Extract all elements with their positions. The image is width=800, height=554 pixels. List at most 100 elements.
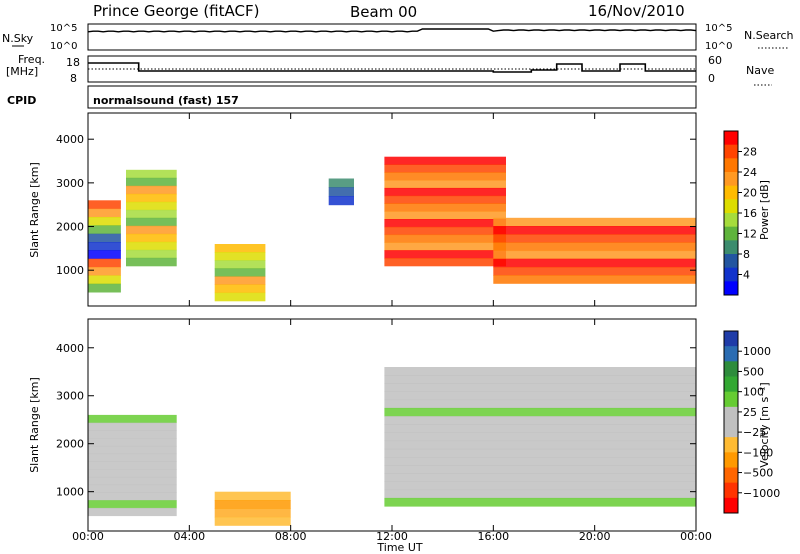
velocity-colorbar-cell	[724, 346, 738, 362]
power-echo-cell	[214, 252, 266, 261]
power-colorbar-cell	[724, 185, 738, 200]
freq-panel: Freq. [MHz] 18 8 60 0 Nave	[6, 53, 774, 86]
power-echo-cell	[126, 201, 177, 211]
velocity-colorbar-cell	[724, 331, 738, 347]
time-axis: 00:00 04:00 08:00 12:00 16:00 20:00 00:00	[72, 113, 712, 543]
power-echo-cell	[384, 226, 506, 236]
power-ytick-label: 2000	[56, 221, 84, 234]
x-tick-label: 00:00	[72, 530, 104, 543]
power-echo-cell	[384, 195, 506, 204]
power-ytick-label: 4000	[56, 133, 84, 146]
power-colorbar-cell	[724, 131, 738, 146]
velocity-echo-cell	[88, 414, 177, 424]
power-echo-cell	[214, 284, 266, 294]
velocity-echo-cell	[88, 422, 177, 431]
velocity-echo-cell	[384, 367, 696, 376]
power-echo-cell	[88, 208, 121, 218]
velocity-colorbar-tick-label: 500	[743, 365, 764, 378]
velocity-colorbar-cell	[724, 391, 738, 408]
freq-tick-top: 18	[66, 56, 80, 69]
power-colorbar: 28 24 20 16 12 8 4	[723, 130, 757, 296]
power-echo-cell	[88, 233, 121, 243]
station-title: Prince George (fitACF)	[93, 2, 259, 20]
velocity-colorbar-tick-label: 100	[743, 386, 764, 399]
power-colorbar-cell	[724, 144, 738, 159]
velocity-panel: 1000 2000 3000 4000 Slant Range [km]	[28, 318, 697, 532]
freq-unit: [MHz]	[6, 65, 38, 78]
power-colorbar-cell	[724, 267, 738, 282]
power-colorbar-tick-label: 4	[743, 269, 750, 282]
velocity-echo-cell	[88, 469, 177, 478]
power-echo-cell	[88, 225, 121, 235]
power-echo-cell	[493, 242, 696, 252]
velocity-colorbar-cell	[724, 361, 738, 377]
velocity-echo-cell	[384, 375, 696, 384]
velocity-colorbar-cell	[724, 406, 738, 423]
power-colorbar-cell	[724, 281, 738, 296]
velocity-colorbar-label: Velocity [m s⁻¹]	[758, 382, 771, 467]
power-colorbar-cell	[724, 254, 738, 269]
power-echo-cell	[384, 187, 506, 197]
cpid-label: CPID	[7, 94, 36, 107]
power-colorbar-cell	[724, 226, 738, 241]
power-ytick-label: 3000	[56, 177, 84, 190]
power-echo-cell	[126, 257, 177, 267]
velocity-colorbar: 1000 500 100 25 −25 −100 −500 −1000	[723, 330, 780, 514]
power-echo-cell	[126, 241, 177, 251]
x-tick-label: 04:00	[173, 530, 205, 543]
power-echo-cell	[88, 283, 121, 293]
velocity-echo-cell	[214, 508, 291, 518]
velocity-ytick-label: 2000	[56, 438, 84, 451]
velocity-echo-cell	[384, 416, 696, 425]
velocity-colorbar-tick-label: −25	[743, 426, 766, 439]
power-echo-cell	[493, 258, 696, 268]
velocity-colorbar-cell	[724, 467, 738, 484]
velocity-ytick-label: 3000	[56, 390, 84, 403]
x-tick-label: 16:00	[477, 530, 509, 543]
velocity-colorbar-cell	[724, 437, 738, 453]
power-echo-cell	[493, 266, 696, 276]
velocity-echo-cell	[384, 465, 696, 474]
velocity-echo-cell	[384, 383, 696, 392]
power-echo-cell	[214, 244, 266, 253]
velocity-colorbar-frame	[723, 330, 739, 514]
power-echo-cell	[214, 292, 266, 302]
power-echo-cell	[88, 258, 121, 268]
velocity-echo-cell	[88, 507, 177, 517]
velocity-echo-cell	[88, 430, 177, 439]
power-echo-cell	[126, 185, 177, 195]
power-colorbar-tick-label: 28	[743, 146, 757, 159]
power-echo-cell	[493, 250, 696, 260]
power-echo-cell	[384, 203, 506, 212]
velocity-echo-cell	[88, 453, 177, 462]
velocity-echo-cell	[384, 448, 696, 458]
power-echo-cell	[493, 217, 696, 227]
power-echo-cell	[328, 196, 354, 206]
velocity-yaxis: 1000 2000 3000 4000	[56, 342, 696, 499]
power-colorbar-cell	[724, 240, 738, 255]
velocity-echo-cell	[88, 476, 177, 486]
power-echo-cell	[384, 211, 506, 220]
power-echo-cell	[384, 219, 506, 228]
velocity-echo-cell	[214, 491, 291, 501]
x-axis-label: Time UT	[376, 541, 422, 554]
power-echo-cell	[126, 249, 177, 259]
power-echo-cell	[88, 217, 121, 226]
power-echo-cell	[88, 267, 121, 276]
nsearch-label: N.Search	[744, 29, 794, 42]
velocity-colorbar-tick-label: −500	[743, 467, 773, 480]
nsearch-tick-top: 10^5	[705, 23, 732, 34]
power-colorbar-tick-label: 16	[743, 207, 757, 220]
date-title: 16/Nov/2010	[588, 2, 685, 20]
velocity-colorbar-tick-label: −100	[743, 446, 773, 459]
velocity-echo-layer	[88, 367, 696, 526]
power-echo-cell	[126, 225, 177, 235]
beam-title: Beam 00	[350, 3, 417, 21]
velocity-ylabel: Slant Range [km]	[28, 377, 41, 473]
velocity-colorbar-cell	[724, 482, 738, 499]
power-panel: 1000 2000 3000 4000 Slant Range [km]	[28, 112, 697, 307]
velocity-colorbar-cell	[724, 452, 738, 468]
power-echo-cell	[328, 187, 354, 197]
velocity-echo-cell	[384, 489, 696, 499]
